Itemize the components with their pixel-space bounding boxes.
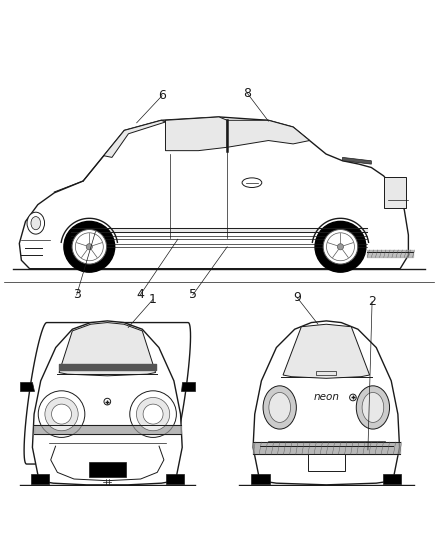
Bar <box>383 474 401 484</box>
Text: 1: 1 <box>149 293 157 306</box>
Polygon shape <box>166 117 227 151</box>
Circle shape <box>130 391 177 438</box>
Polygon shape <box>283 324 370 378</box>
Polygon shape <box>343 157 371 164</box>
Circle shape <box>315 221 366 272</box>
Circle shape <box>86 244 92 250</box>
Circle shape <box>52 404 71 424</box>
Text: 6: 6 <box>158 89 166 102</box>
Bar <box>166 474 184 484</box>
Bar <box>308 454 345 471</box>
Polygon shape <box>59 322 155 376</box>
Text: 5: 5 <box>189 288 197 302</box>
Text: 8: 8 <box>244 87 251 100</box>
Circle shape <box>72 230 106 264</box>
Polygon shape <box>19 117 408 269</box>
Ellipse shape <box>269 392 290 423</box>
Text: 2: 2 <box>368 295 376 308</box>
Polygon shape <box>32 321 182 485</box>
Bar <box>316 371 336 375</box>
Ellipse shape <box>356 386 389 429</box>
Ellipse shape <box>242 178 262 188</box>
Polygon shape <box>104 120 166 157</box>
Bar <box>89 462 126 477</box>
Circle shape <box>350 394 356 401</box>
Polygon shape <box>227 120 310 147</box>
Circle shape <box>104 398 111 405</box>
Bar <box>31 474 49 484</box>
Circle shape <box>337 244 343 250</box>
Text: neon: neon <box>314 392 340 402</box>
Polygon shape <box>253 321 399 485</box>
Circle shape <box>45 398 78 431</box>
Polygon shape <box>180 383 194 391</box>
Polygon shape <box>24 322 191 464</box>
Circle shape <box>323 230 358 264</box>
Ellipse shape <box>362 392 384 423</box>
Bar <box>251 474 270 484</box>
Text: 3: 3 <box>73 288 81 302</box>
Circle shape <box>38 391 85 438</box>
Text: 9: 9 <box>293 291 301 304</box>
Text: 4: 4 <box>136 288 144 302</box>
Ellipse shape <box>27 212 45 234</box>
Circle shape <box>137 398 170 431</box>
Circle shape <box>64 221 115 272</box>
Polygon shape <box>20 383 34 391</box>
Circle shape <box>143 404 163 424</box>
Bar <box>384 177 406 208</box>
Ellipse shape <box>31 216 41 230</box>
Ellipse shape <box>263 386 297 429</box>
